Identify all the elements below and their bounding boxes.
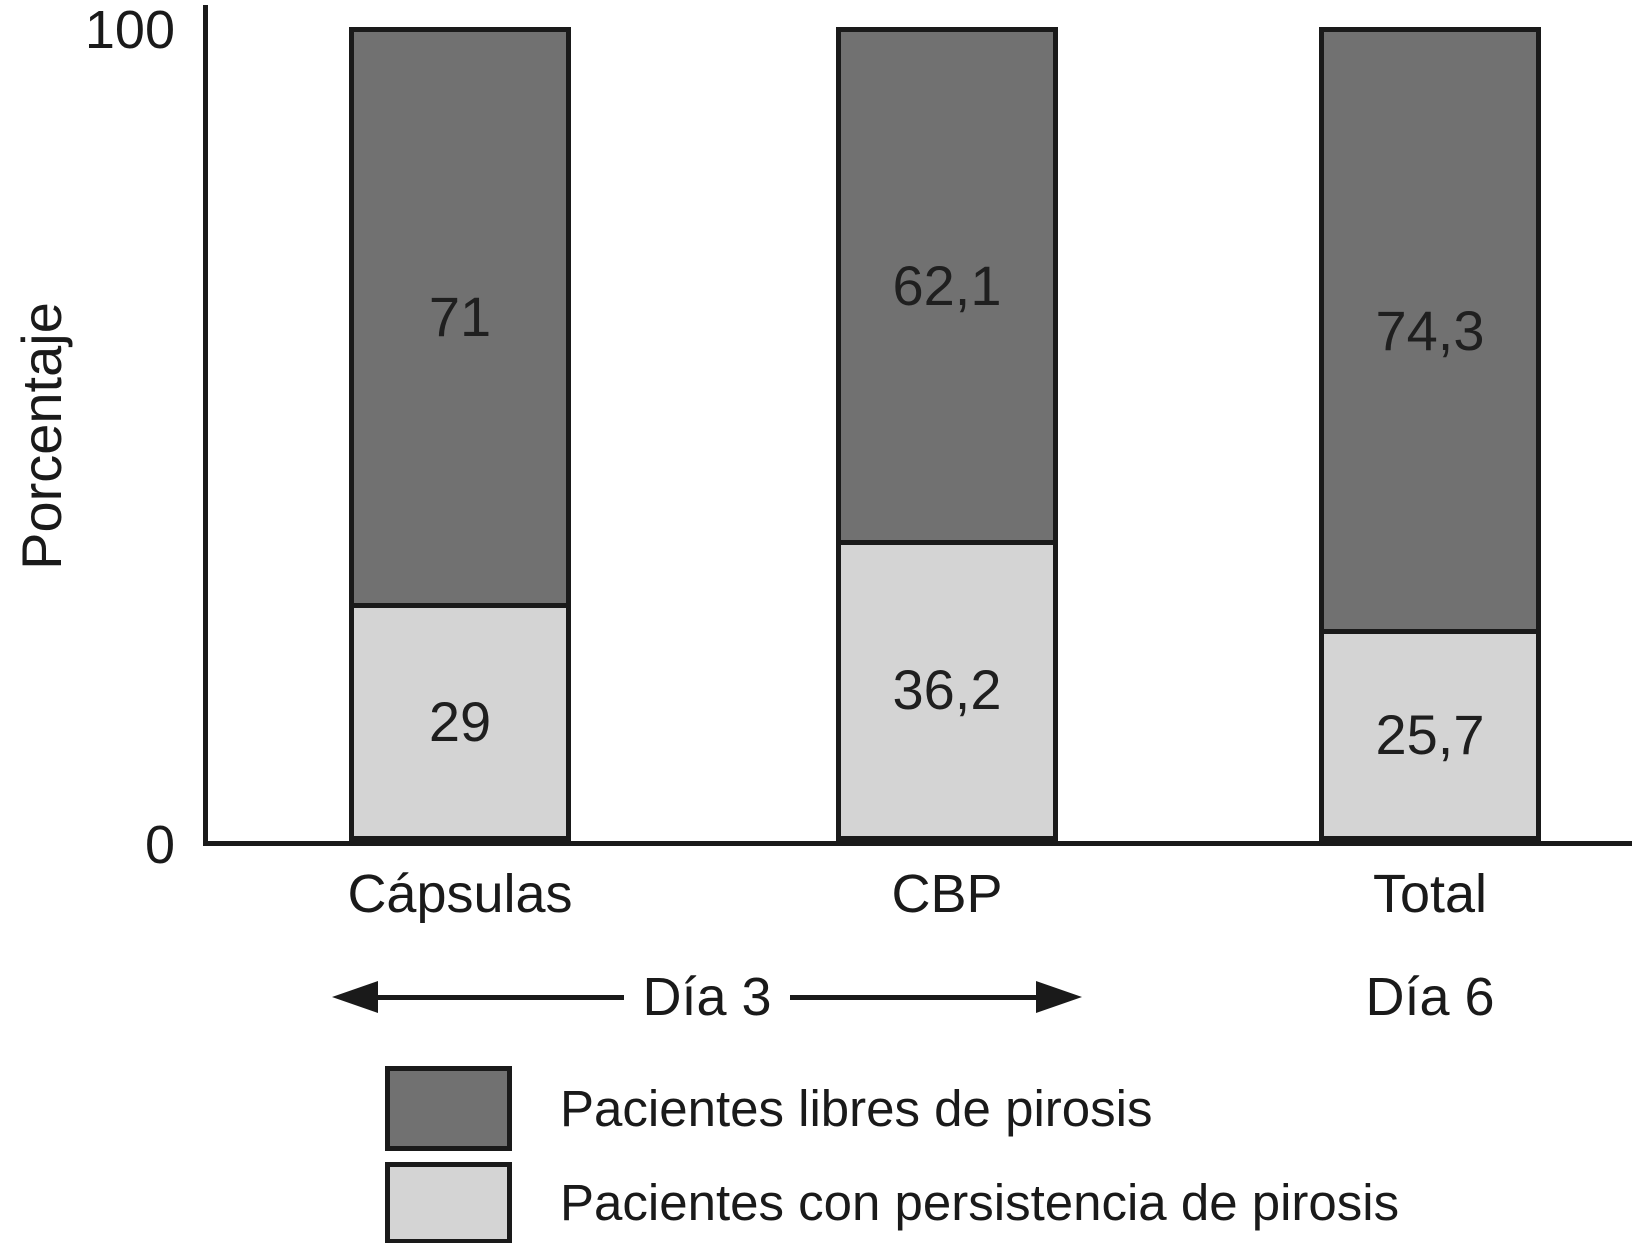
segment-value-label: 29 <box>428 689 492 753</box>
bar-cápsulas: 71 29 <box>349 27 571 841</box>
y-axis-line <box>203 5 208 846</box>
segment-value-label: 62,1 <box>892 253 1002 317</box>
legend-label-persistencia: Pacientes con persistencia de pirosis <box>560 1174 1400 1231</box>
bar-segment-persistencia: 25,7 <box>1324 634 1536 836</box>
arrow-line-right <box>789 994 1037 1000</box>
x-category-label-cápsulas: Cápsulas <box>347 864 573 924</box>
legend-swatch-persistencia-icon <box>385 1162 512 1243</box>
arrow-line-left <box>378 994 625 1000</box>
bar-segment-libres: 71 <box>354 32 566 603</box>
segment-divider-line <box>1324 629 1536 635</box>
segment-divider-line <box>841 539 1053 545</box>
bar-segment-libres: 74,3 <box>1324 32 1536 630</box>
segment-value-label: 71 <box>428 285 492 349</box>
dia3-label: Día 3 <box>642 967 772 1027</box>
arrowhead-right-icon <box>1036 981 1083 1013</box>
y-axis-title: Porcentaje <box>10 302 73 570</box>
segment-value-label: 74,3 <box>1375 298 1485 362</box>
legend-label-libres: Pacientes libres de pirosis <box>560 1079 1153 1137</box>
bar-total: 74,3 25,7 <box>1319 27 1541 841</box>
x-category-label-total: Total <box>1372 864 1488 924</box>
segment-divider-line <box>354 602 566 608</box>
bar-cbp: 62,1 36,2 <box>836 27 1058 841</box>
x-category-label-cbp: CBP <box>891 864 1003 924</box>
bar-segment-libres: 62,1 <box>841 32 1053 540</box>
dia6-label: Día 6 <box>1365 967 1495 1027</box>
segment-value-label: 36,2 <box>892 658 1002 722</box>
x-axis-line <box>203 841 1632 846</box>
y-tick-label-100: 100 <box>84 0 175 60</box>
y-tick-label-0: 0 <box>144 815 175 875</box>
legend-item-libres: Pacientes libres de pirosis <box>385 1066 1152 1151</box>
dia3-annotation-group: Día 3 <box>332 967 1083 1027</box>
arrowhead-left-icon <box>332 981 378 1013</box>
bar-segment-persistencia: 29 <box>354 607 566 836</box>
segment-value-label: 25,7 <box>1375 703 1485 767</box>
legend-item-persistencia: Pacientes con persistencia de pirosis <box>385 1162 1399 1243</box>
legend-swatch-libres-icon <box>385 1066 512 1151</box>
bar-segment-persistencia: 36,2 <box>841 544 1053 836</box>
